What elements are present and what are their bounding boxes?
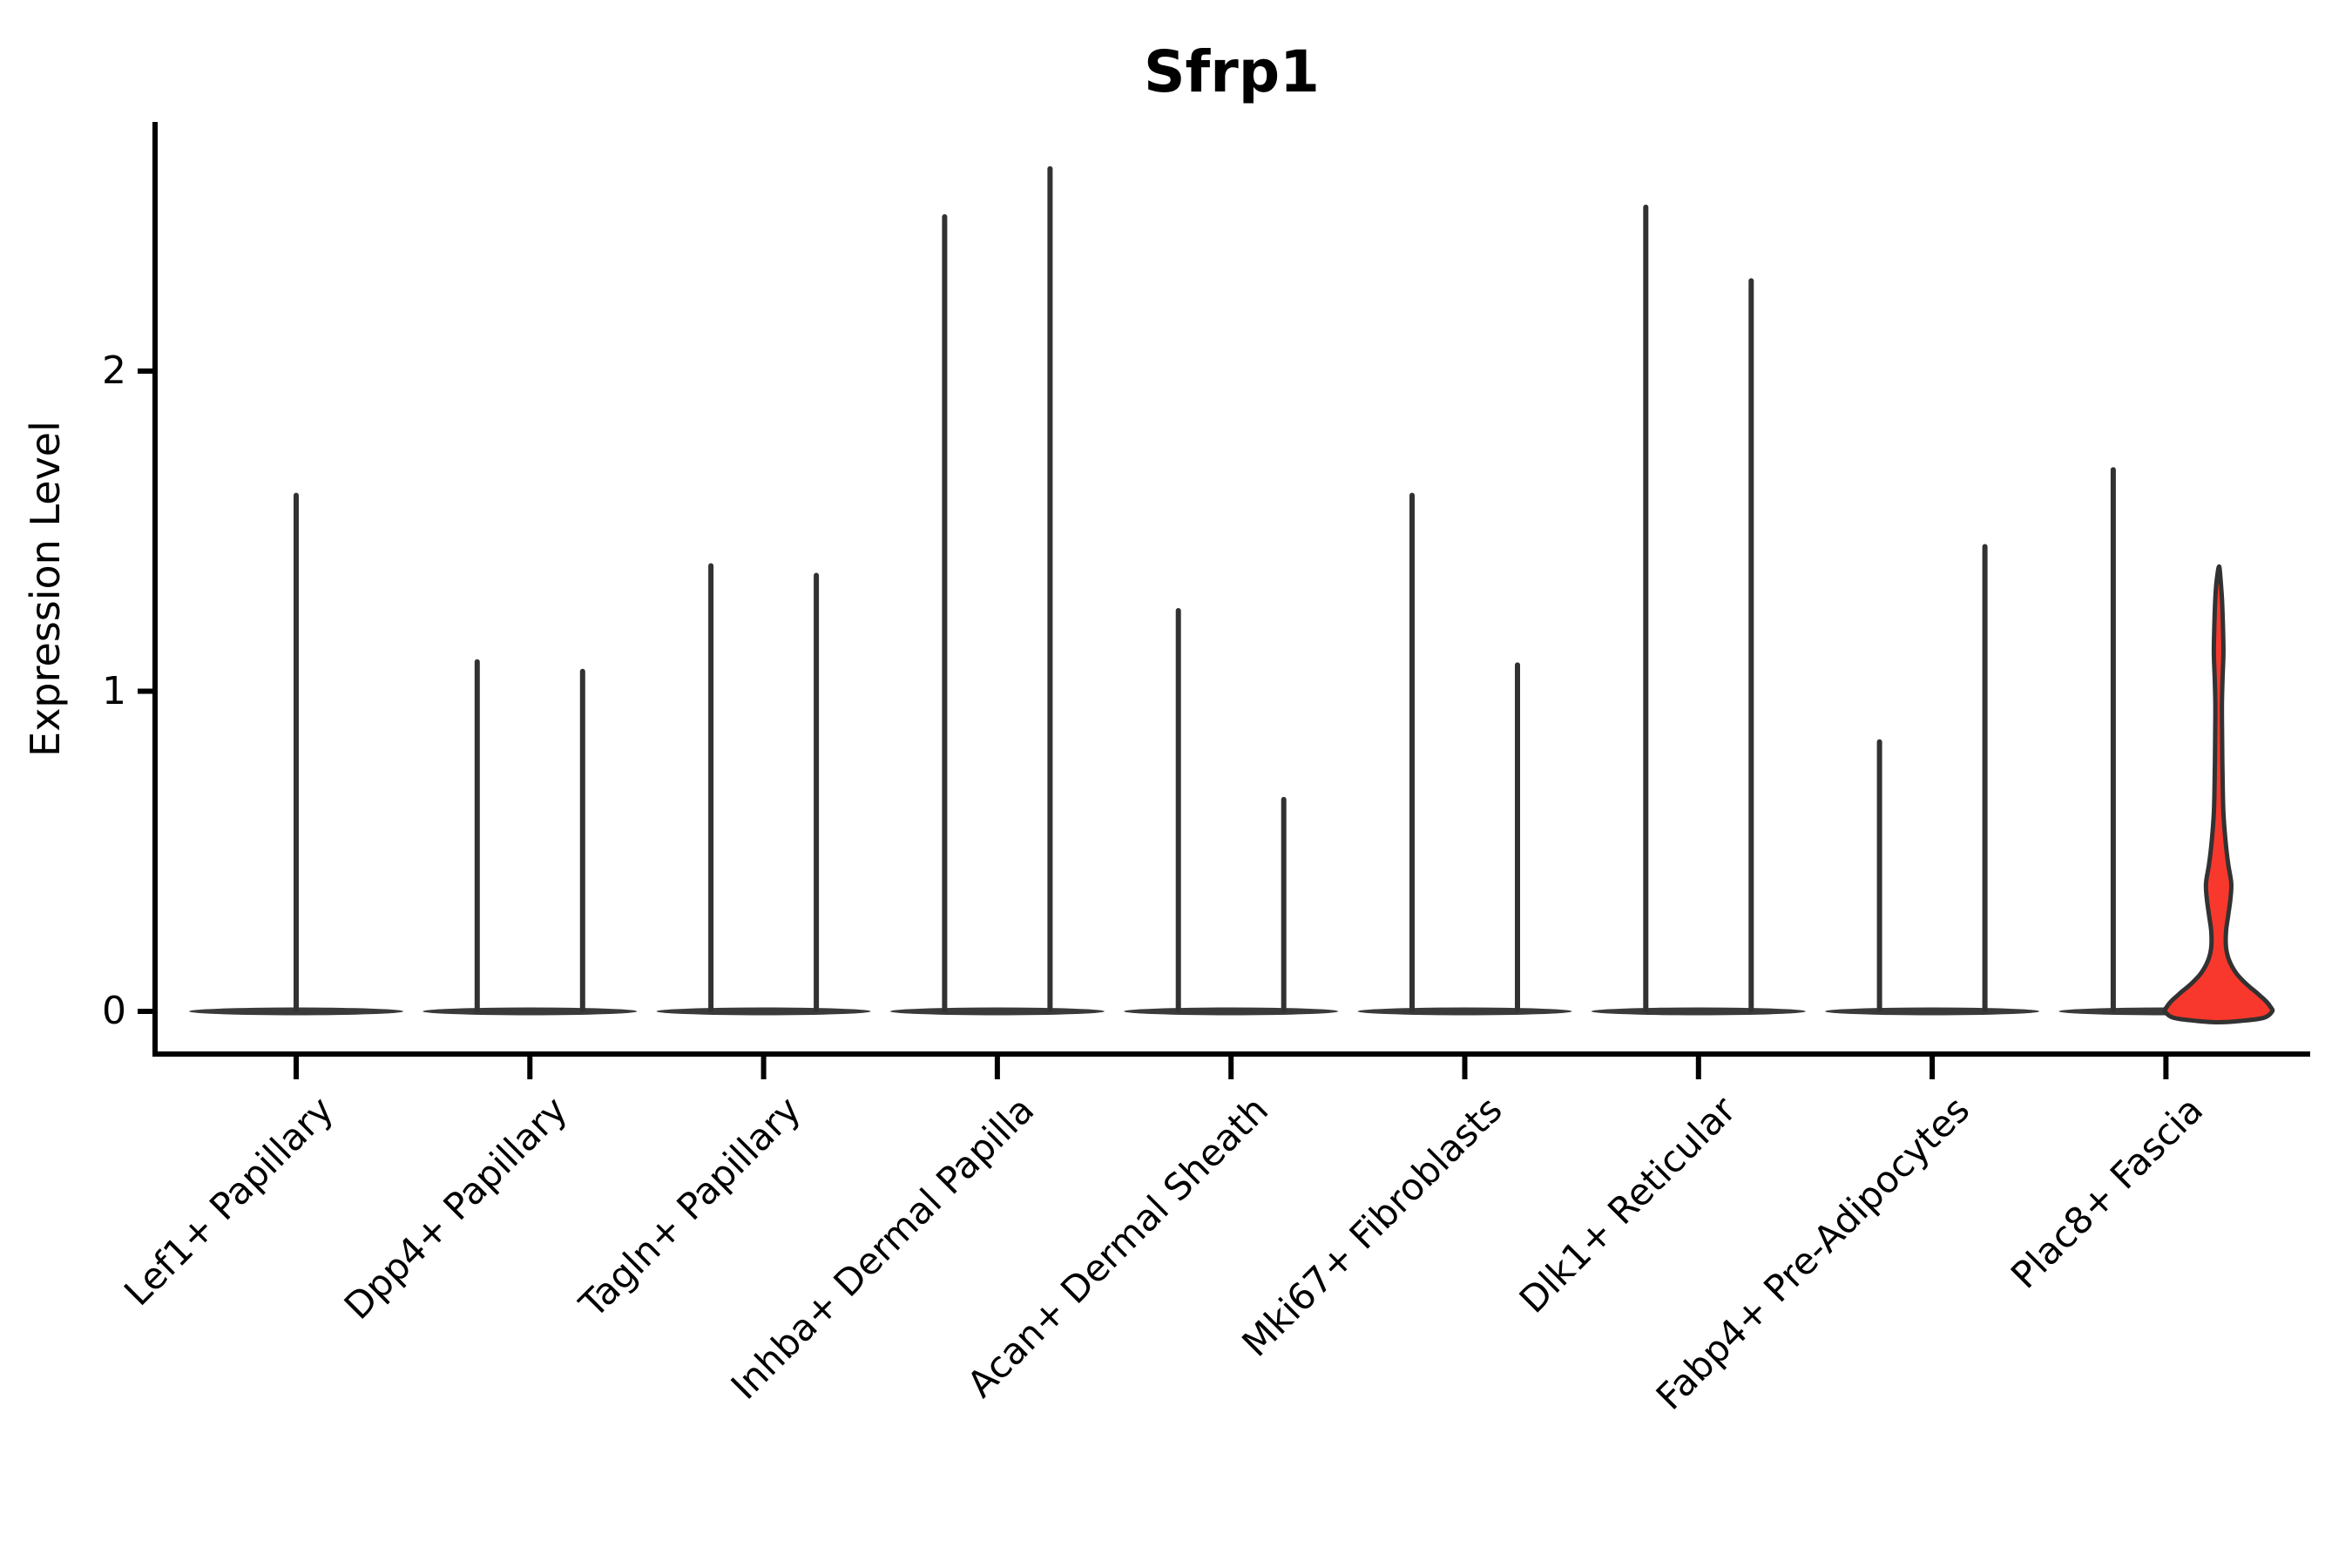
violin-base-2: [656, 1007, 871, 1016]
violin-base-4: [1124, 1007, 1339, 1016]
violin-base-7: [1825, 1007, 2040, 1016]
violin-base-3: [889, 1007, 1105, 1016]
violin-base-5: [1357, 1007, 1572, 1016]
violin-base-6: [1591, 1007, 1806, 1016]
highlight-violin: [2162, 564, 2275, 1024]
y-tick-label-1: 1: [102, 668, 126, 713]
violin-base-1: [422, 1007, 638, 1016]
y-tick-label-0: 0: [102, 989, 126, 1033]
page-title: Sfrp1: [1144, 38, 1320, 105]
y-tick-label-2: 2: [102, 348, 126, 393]
